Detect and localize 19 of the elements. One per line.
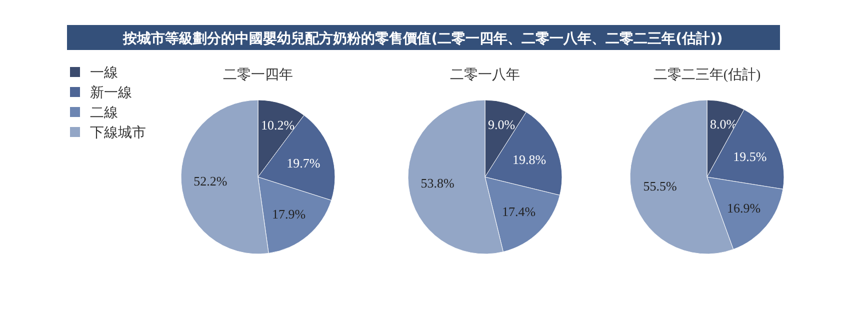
data-label: 19.7% <box>286 155 320 170</box>
data-label: 16.9% <box>727 200 761 216</box>
data-label: 17.4% <box>502 204 536 219</box>
data-label: 9.0% <box>488 116 516 132</box>
data-label: 17.9% <box>272 206 306 222</box>
data-label: 19.8% <box>512 152 546 168</box>
chart-title: 二零二三年(估計) <box>653 67 761 83</box>
data-label: 52.2% <box>194 173 228 188</box>
data-label: 10.2% <box>261 117 295 132</box>
data-label: 55.5% <box>643 178 677 194</box>
legend-label: 一線 <box>90 65 118 81</box>
legend-label: 下線城市 <box>90 125 146 141</box>
text: 按城市等級劃分的中國嬰幼兒配方奶粉的零售價值(二零一四年、二零一八年、二零二三年(估計)) <box>122 30 723 47</box>
chart-title: 二零一四年 <box>223 67 293 83</box>
data-label: 53.8% <box>420 176 455 191</box>
legend-label: 新一線 <box>90 85 132 101</box>
data-label: 19.5% <box>733 149 767 164</box>
chart-title: 二零一八年 <box>450 67 520 83</box>
legend-label: 二線 <box>90 105 118 121</box>
